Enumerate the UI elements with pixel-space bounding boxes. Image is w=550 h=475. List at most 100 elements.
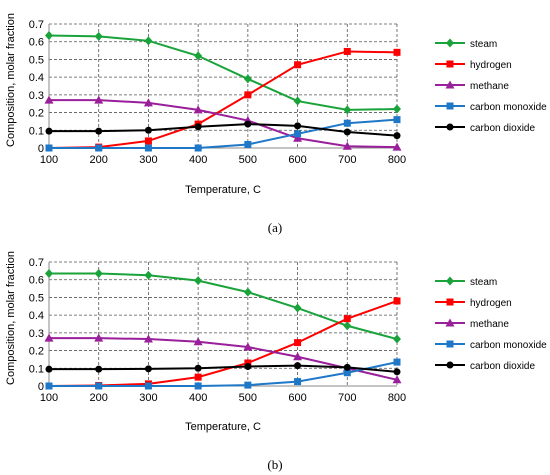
data-point [392, 375, 402, 384]
x-axis-title: Temperature, C [185, 184, 261, 196]
data-point [144, 144, 152, 152]
data-point [293, 303, 302, 313]
data-point [45, 127, 53, 135]
data-point [45, 382, 53, 390]
data-point [343, 321, 352, 331]
legend-label: carbon monoxide [470, 340, 547, 351]
y-tick-label: 0.4 [29, 72, 44, 84]
data-point [194, 276, 203, 286]
data-point [95, 365, 103, 373]
series-line [49, 118, 398, 149]
x-tick-label: 700 [338, 392, 356, 404]
data-point [144, 365, 152, 373]
data-point [45, 269, 53, 279]
y-tick-label: 0.4 [29, 310, 44, 322]
y-tick-label: 0.3 [29, 90, 44, 102]
legend-label: hydrogen [470, 298, 512, 309]
data-point [144, 36, 153, 46]
data-point [294, 122, 302, 130]
series-methane [44, 95, 402, 151]
x-tick-label: 100 [40, 392, 58, 404]
legend-marker [445, 80, 455, 89]
data-point [243, 74, 252, 84]
legend: steam hydrogen methane carbon monoxide carbo… [435, 276, 547, 372]
data-point [393, 358, 401, 366]
legend-label: carbon dioxide [470, 123, 535, 134]
data-point [244, 91, 252, 99]
data-point [294, 339, 302, 347]
legend-label: steam [470, 39, 497, 50]
y-tick-label: 0.1 [29, 363, 44, 375]
data-point [44, 333, 54, 342]
series-line [49, 272, 398, 341]
data-point [194, 144, 202, 152]
data-point [95, 127, 103, 135]
data-point [293, 352, 303, 361]
x-tick-label: 500 [239, 392, 257, 404]
y-tick-label: 0.2 [29, 108, 44, 120]
data-point [294, 378, 302, 386]
legend-label: hydrogen [470, 60, 512, 71]
x-tick-label: 300 [139, 392, 157, 404]
data-point [94, 95, 104, 104]
legend-marker [446, 102, 454, 110]
data-point [45, 144, 53, 152]
data-point [343, 369, 351, 377]
chart-panel-1: 0 0.1 0.2 0.3 0.4 0.5 0.6 0.7 100 200 300 400 500 600… [5, 13, 547, 235]
data-point [95, 382, 103, 390]
data-point [243, 342, 253, 351]
y-tick-label: 0.2 [29, 346, 44, 358]
data-point [293, 133, 303, 142]
y-tick-label: 0.5 [29, 54, 44, 66]
legend-marker [446, 298, 454, 306]
legend-label: carbon monoxide [470, 102, 547, 113]
y-tick-label: 0.7 [29, 257, 44, 269]
panel-label: (a) [268, 220, 282, 235]
panel-label: (b) [267, 457, 282, 472]
y-tick-label: 0.1 [29, 125, 44, 137]
x-tick-label: 800 [388, 392, 406, 404]
data-point [294, 61, 302, 69]
data-point [144, 137, 152, 145]
data-point [293, 96, 302, 106]
data-point [393, 104, 401, 114]
series-carbon-dioxide [45, 362, 401, 376]
data-point [393, 132, 401, 140]
y-tick-label: 0.6 [29, 37, 44, 49]
data-point [343, 105, 352, 115]
data-point [194, 364, 202, 372]
legend-marker [446, 340, 454, 348]
x-tick-label: 700 [338, 154, 356, 166]
x-tick-label: 400 [189, 154, 207, 166]
series-line [49, 364, 398, 373]
data-point [294, 362, 302, 370]
data-point [294, 130, 302, 138]
data-point [143, 98, 153, 107]
data-point [45, 365, 53, 373]
data-point [342, 141, 352, 150]
data-point [144, 126, 152, 134]
data-point [343, 119, 351, 127]
data-point [393, 334, 401, 344]
legend-label: steam [470, 277, 497, 288]
y-tick-label: 0 [38, 381, 44, 393]
data-point [143, 334, 153, 343]
x-tick-label: 600 [288, 392, 306, 404]
data-point [194, 373, 202, 381]
x-tick-label: 500 [239, 154, 257, 166]
data-point [393, 297, 401, 305]
chart-panel-2: 0 0.1 0.2 0.3 0.4 0.5 0.6 0.7 100 200 300 400 500 600… [5, 251, 547, 472]
series-line [49, 99, 398, 149]
x-tick-label: 400 [189, 392, 207, 404]
data-point [95, 144, 103, 152]
legend-label: methane [470, 81, 509, 92]
y-axis-title: Composition, molar fraction [5, 251, 17, 385]
data-point [45, 31, 53, 41]
y-tick-label: 0.7 [29, 19, 44, 31]
x-tick-label: 300 [139, 154, 157, 166]
data-point [194, 382, 202, 390]
data-point [94, 333, 104, 342]
y-tick-label: 0.3 [29, 328, 44, 340]
data-point [194, 123, 202, 131]
